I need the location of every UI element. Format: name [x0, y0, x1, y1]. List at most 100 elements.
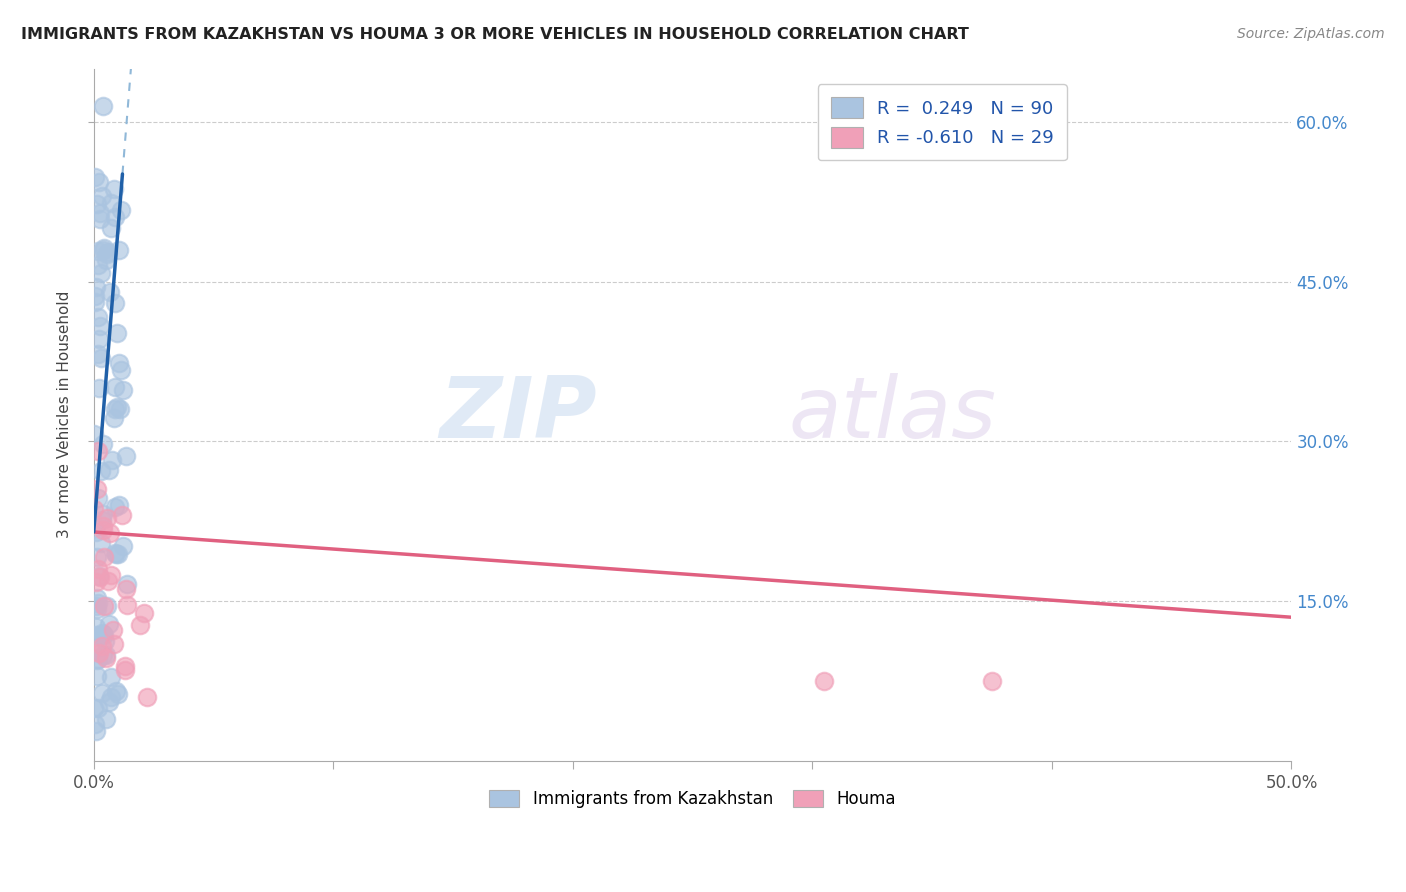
Point: [97, 245, 120, 260]
Point: [91, 436, 114, 450]
Point: [91, 627, 114, 641]
Point: [96, 247, 118, 261]
Text: ZIP: ZIP: [439, 373, 596, 457]
Point: [103, 210, 125, 224]
Point: [89, 569, 111, 583]
Point: [981, 674, 1004, 689]
Point: [89, 318, 111, 333]
Point: [104, 296, 127, 310]
Point: [107, 326, 129, 340]
Point: [83, 427, 105, 442]
Point: [86, 549, 108, 564]
Point: [103, 637, 125, 651]
Point: [86, 651, 108, 665]
Point: [104, 546, 127, 560]
Text: IMMIGRANTS FROM KAZAKHSTAN VS HOUMA 3 OR MORE VEHICLES IN HOUSEHOLD CORRELATION : IMMIGRANTS FROM KAZAKHSTAN VS HOUMA 3 OR…: [21, 27, 969, 42]
Point: [107, 687, 129, 701]
Point: [100, 220, 122, 235]
Point: [103, 182, 125, 196]
Point: [96, 648, 118, 662]
Point: [94, 651, 117, 665]
Point: [93, 241, 115, 255]
Point: [110, 203, 132, 218]
Point: [93, 628, 115, 642]
Point: [108, 243, 131, 257]
Point: [84, 288, 107, 302]
Point: [108, 356, 131, 370]
Point: [104, 401, 127, 416]
Point: [84, 525, 107, 540]
Point: [115, 577, 138, 591]
Point: [100, 670, 122, 684]
Point: [86, 482, 108, 496]
Point: [89, 570, 111, 584]
Point: [91, 507, 114, 521]
Point: [111, 508, 134, 523]
Point: [90, 535, 112, 549]
Point: [84, 295, 107, 310]
Point: [110, 362, 132, 376]
Point: [90, 266, 112, 280]
Point: [86, 653, 108, 667]
Point: [134, 606, 156, 620]
Point: [86, 197, 108, 211]
Point: [103, 411, 125, 425]
Point: [97, 695, 120, 709]
Point: [86, 244, 108, 258]
Point: [104, 380, 127, 394]
Point: [87, 562, 110, 576]
Point: [93, 519, 115, 533]
Point: [90, 464, 112, 478]
Point: [91, 99, 114, 113]
Point: [93, 634, 115, 648]
Point: [84, 628, 107, 642]
Point: [90, 686, 112, 700]
Point: [84, 717, 107, 731]
Point: [100, 195, 122, 210]
Point: [114, 663, 136, 677]
Point: [94, 253, 117, 268]
Point: [87, 596, 110, 610]
Point: [89, 211, 111, 226]
Point: [89, 332, 111, 346]
Point: [97, 574, 120, 589]
Point: [89, 175, 111, 189]
Point: [93, 550, 115, 565]
Point: [86, 591, 108, 606]
Point: [87, 347, 110, 361]
Point: [87, 381, 110, 395]
Point: [90, 626, 112, 640]
Point: [103, 624, 125, 638]
Point: [84, 599, 107, 614]
Point: [87, 258, 110, 272]
Point: [97, 463, 120, 477]
Point: [87, 444, 110, 458]
Point: [89, 647, 111, 661]
Point: [128, 618, 150, 632]
Point: [87, 701, 110, 715]
Point: [96, 511, 118, 525]
Point: [91, 243, 114, 257]
Point: [813, 674, 835, 689]
Point: [112, 383, 135, 397]
Point: [94, 712, 117, 726]
Point: [87, 310, 110, 325]
Point: [104, 500, 127, 515]
Point: [98, 525, 121, 540]
Point: [93, 599, 115, 614]
Point: [104, 548, 127, 562]
Point: [83, 502, 105, 516]
Point: [91, 639, 114, 653]
Point: [114, 658, 136, 673]
Point: [98, 617, 121, 632]
Point: [111, 539, 134, 553]
Point: [107, 547, 129, 561]
Point: [90, 351, 112, 365]
Point: [84, 170, 107, 185]
Point: [91, 513, 114, 527]
Point: [91, 189, 114, 203]
Point: [115, 449, 138, 463]
Point: [86, 601, 108, 615]
Point: [108, 499, 131, 513]
Point: [86, 620, 108, 634]
